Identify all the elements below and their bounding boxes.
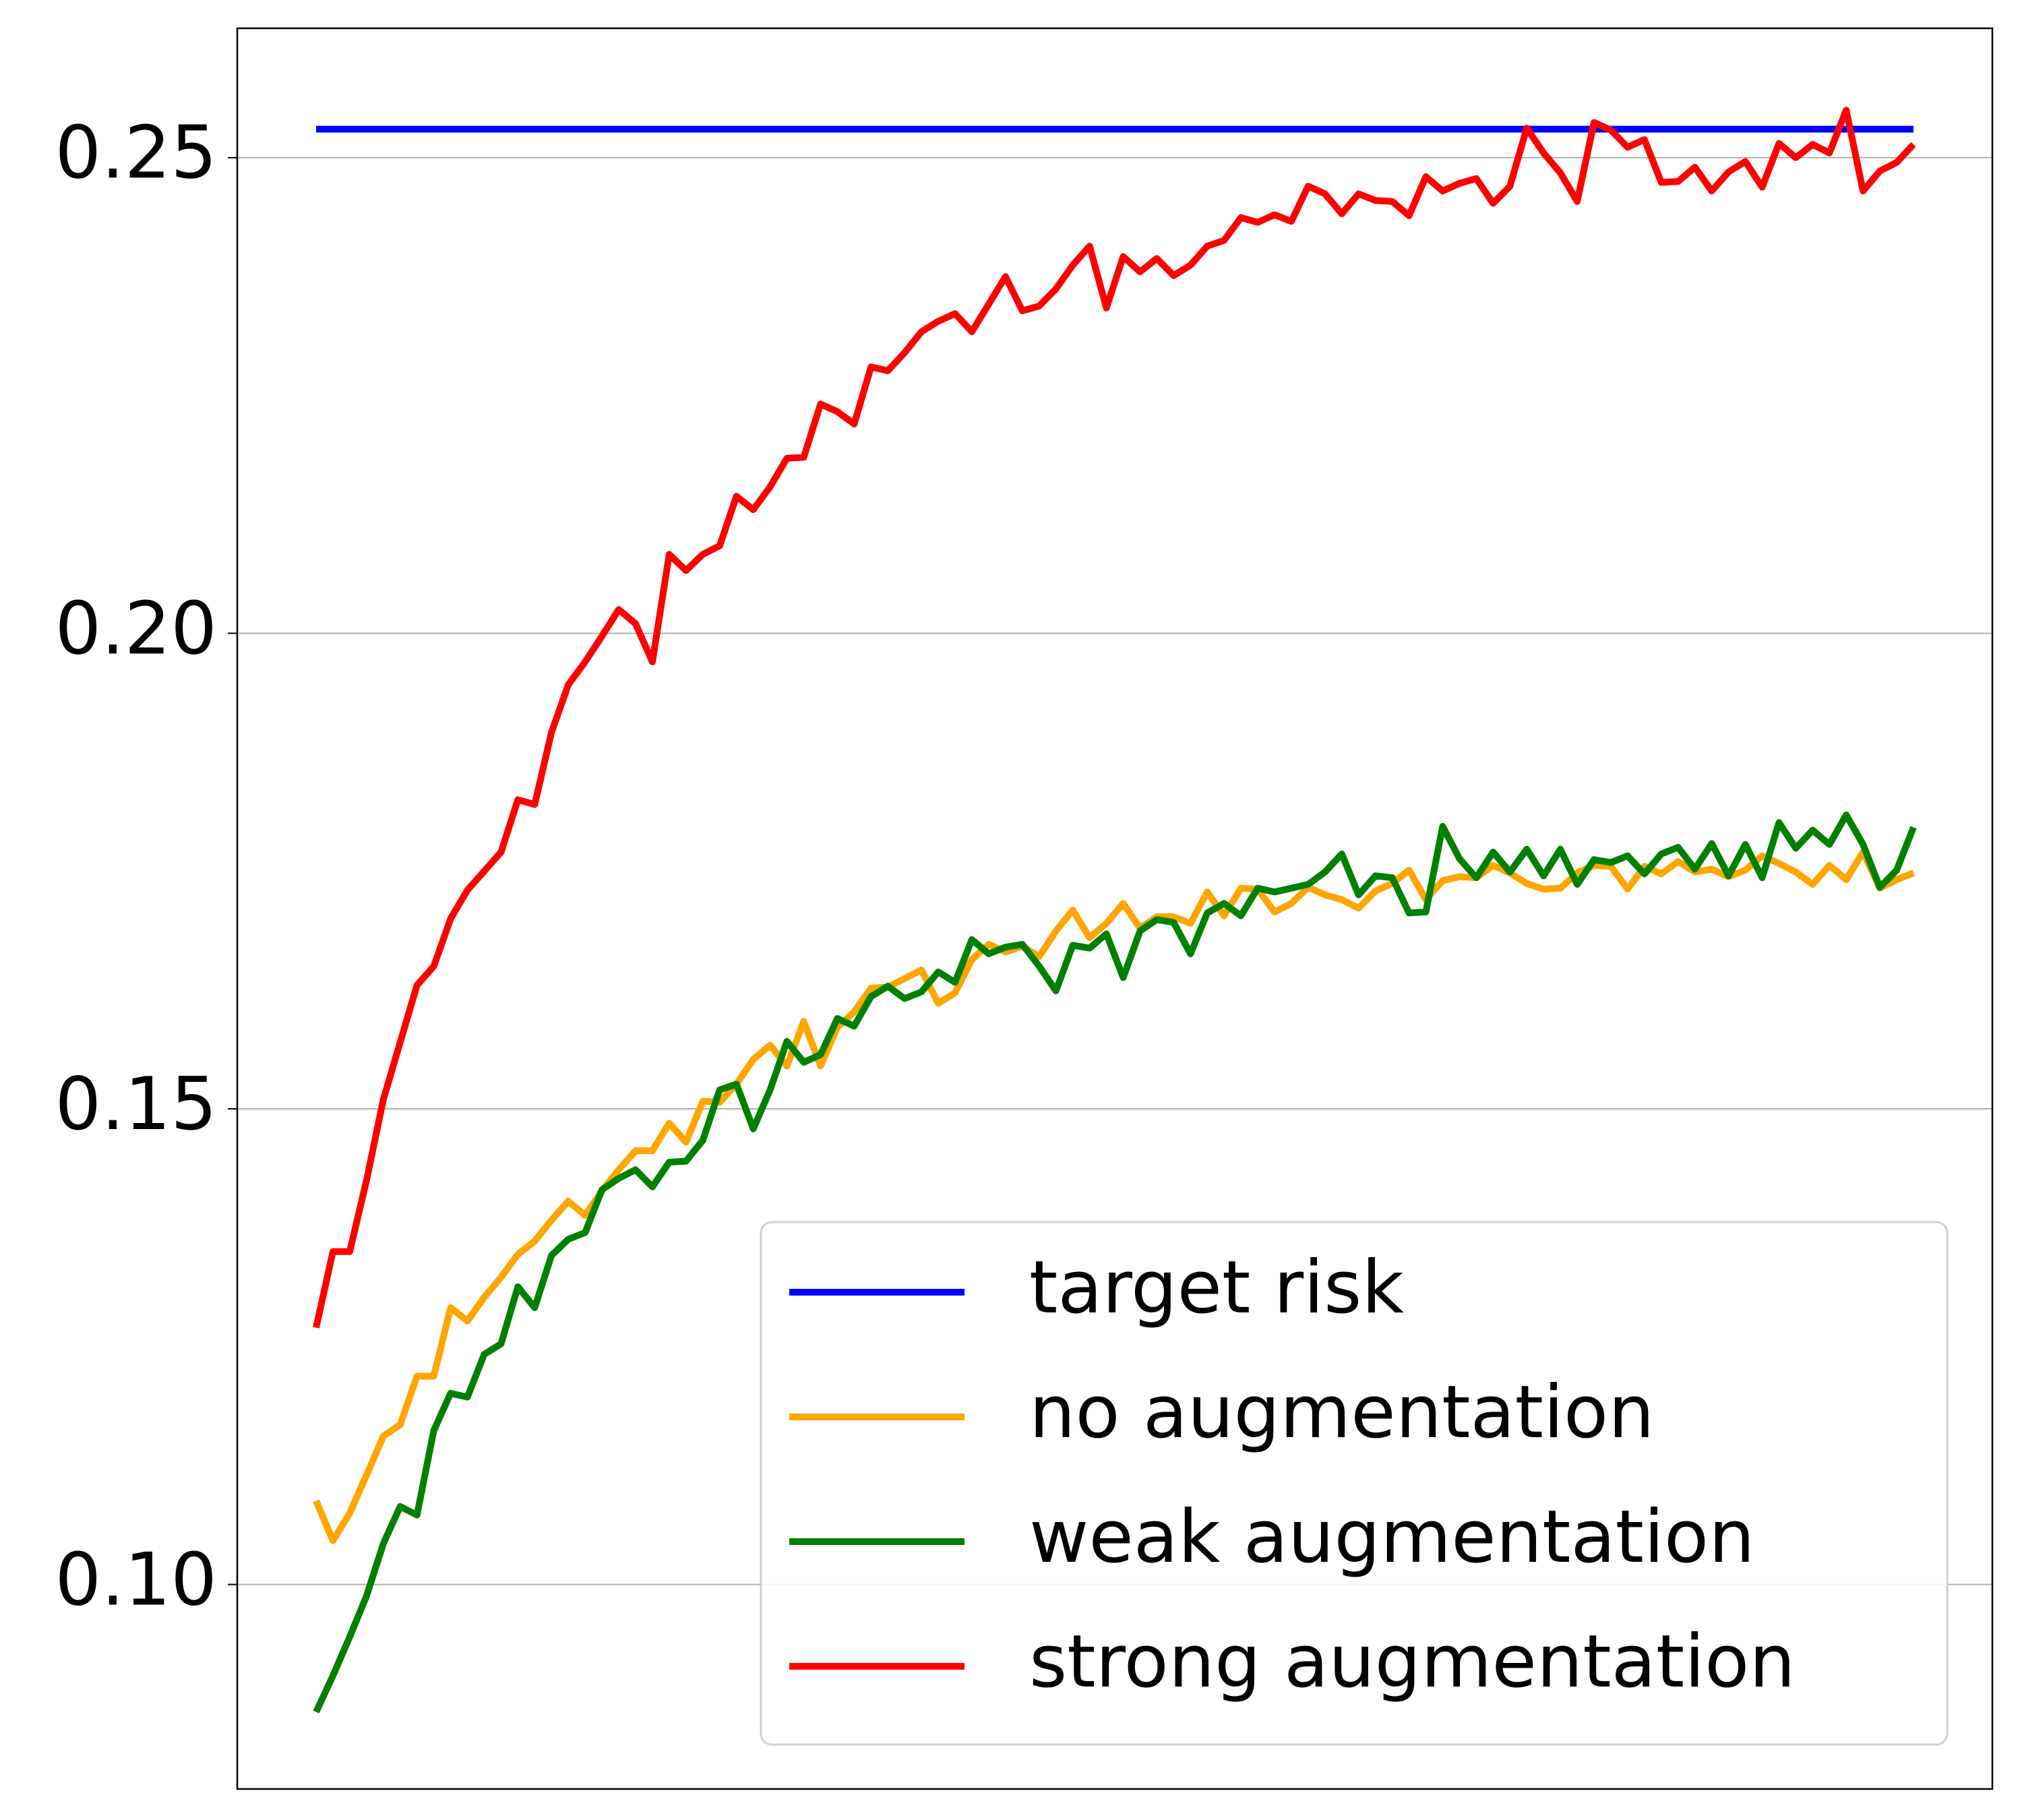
y-tick-label: 0.25 xyxy=(55,111,217,195)
plot-frame xyxy=(236,27,1994,1790)
legend-box xyxy=(760,1221,1949,1746)
series-line xyxy=(313,812,1917,1713)
legend-label: no augmentation xyxy=(1029,1370,1655,1455)
y-tick-label: 0.20 xyxy=(55,586,217,671)
series-line xyxy=(313,107,1916,1329)
legend-label: strong augmentation xyxy=(1029,1620,1796,1704)
y-tick-label: 0.15 xyxy=(55,1062,217,1147)
y-tick-label: 0.10 xyxy=(55,1538,217,1622)
legend-label: weak augmentation xyxy=(1029,1495,1755,1579)
legend-label: target risk xyxy=(1029,1246,1404,1330)
